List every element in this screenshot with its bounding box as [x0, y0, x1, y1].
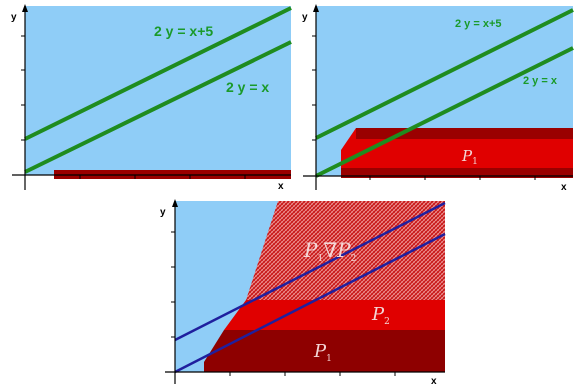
panel-top-left: x y 2 y = x+5 2 y = x: [11, 4, 292, 192]
panel-top-left-line-lower: [24, 40, 292, 174]
panel-bottom-widened-p1-subscript: 1: [317, 254, 323, 264]
panel-top-right-x-axis-label: x: [561, 182, 567, 193]
panel-bottom: x y P1∇P2 P2 P1: [160, 199, 446, 385]
panel-top-left-x-ticks: [79, 175, 246, 179]
panel-top-right-line-upper: [315, 8, 574, 140]
panel-top-left-y-axis-label: y: [11, 12, 17, 23]
panel-top-right-region-p-letter: P: [461, 147, 473, 165]
panel-bottom-widened-p2-letter: P: [336, 238, 351, 262]
panel-bottom-region-widened: [246, 201, 445, 300]
panel-bottom-widened-p1-letter: P: [303, 238, 318, 262]
panel-top-right-line-lower: [315, 46, 574, 178]
panel-bottom-p2-label: P2: [371, 304, 390, 327]
panel-bottom-y-axis-label: y: [160, 207, 166, 218]
panel-top-right-region-band-top: [356, 128, 573, 139]
panel-bottom-p1-letter: P: [313, 341, 327, 362]
panel-top-right-line-upper-label: 2 y = x+5: [455, 18, 502, 30]
panel-bottom-x-ticks: [229, 372, 396, 376]
panel-top-right-y-ticks: [312, 35, 316, 141]
panel-bottom-line-upper: [174, 201, 446, 342]
panel-top-left-x-axis-label: x: [278, 181, 284, 192]
panel-bottom-p1-subscript: 1: [326, 354, 332, 364]
panel-bottom-p2-subscript: 2: [384, 317, 390, 327]
panel-top-left-background: [25, 6, 291, 175]
panel-top-right-region-subscript: 1: [472, 157, 478, 167]
panel-top-left-line-upper: [24, 6, 292, 141]
panel-top-right-y-axis-label: y: [302, 12, 308, 23]
panel-bottom-widened-p2-subscript: 2: [351, 254, 357, 264]
panel-bottom-p2-letter: P: [371, 304, 385, 325]
panel-bottom-y-arrow: [172, 199, 178, 207]
panel-bottom-widening-operator: ∇: [323, 238, 337, 262]
panel-top-right-y-arrow: [313, 4, 319, 12]
panel-bottom-y-ticks: [171, 231, 175, 338]
panel-bottom-region-p2: [224, 300, 445, 330]
panel-bottom-line-lower: [174, 232, 446, 374]
panel-top-right-x-ticks: [369, 176, 536, 180]
panel-top-left-y-arrow: [22, 4, 28, 12]
panel-bottom-p1-label: P1: [313, 341, 332, 364]
panel-top-right: x y 2 y = x+5 2 y = x P1: [302, 4, 574, 193]
panel-top-right-region-band-bottom: [341, 168, 573, 178]
panel-bottom-region-p1: [204, 330, 445, 372]
panel-top-right-region-p1: [341, 128, 573, 178]
panel-top-left-line-lower-label: 2 y = x: [226, 79, 269, 95]
panel-bottom-x-axis-label: x: [431, 376, 437, 385]
panel-top-right-region-label: P1: [461, 147, 478, 167]
panel-top-left-y-ticks: [21, 35, 25, 141]
panel-top-left-line-upper-label: 2 y = x+5: [154, 23, 213, 39]
panel-top-right-line-lower-label: 2 y = x: [523, 75, 558, 87]
panel-bottom-widened-label: P1∇P2: [303, 238, 356, 264]
